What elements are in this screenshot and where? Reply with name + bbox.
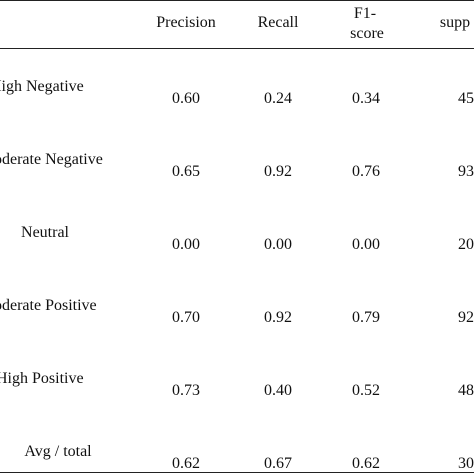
header-rule [0, 48, 474, 49]
row-label: High Positive [0, 370, 84, 387]
cell-support: 48 [458, 382, 474, 399]
cell-f1: 0.62 [352, 455, 380, 472]
header-f1-line2: score [350, 25, 384, 42]
row-label: High Negative [0, 78, 84, 95]
cell-recall: 0.00 [264, 236, 292, 253]
cell-precision: 0.73 [172, 382, 200, 399]
cell-recall: 0.24 [264, 90, 292, 107]
cell-support: 30 [458, 455, 474, 472]
header-recall: Recall [257, 14, 299, 31]
cell-precision: 0.60 [172, 90, 200, 107]
cell-recall: 0.40 [264, 382, 292, 399]
cell-support: 45 [458, 90, 474, 107]
cell-f1: 0.00 [352, 236, 380, 253]
row-label: oderate Positive [0, 297, 97, 314]
table-bottom-rule [0, 472, 474, 473]
cell-f1: 0.79 [352, 309, 380, 326]
cell-f1: 0.34 [352, 90, 380, 107]
header-support: supp [439, 14, 471, 31]
row-label: oderate Negative [0, 151, 103, 168]
cell-precision: 0.70 [172, 309, 200, 326]
cell-recall: 0.92 [264, 309, 292, 326]
cell-f1: 0.52 [352, 382, 380, 399]
cell-precision: 0.65 [172, 163, 200, 180]
header-precision: Precision [156, 14, 216, 31]
cell-recall: 0.67 [264, 455, 292, 472]
cell-f1: 0.76 [352, 163, 380, 180]
header-f1-line1: F1- [353, 5, 377, 22]
cell-support: 92 [458, 309, 474, 326]
row-label: Avg / total [24, 443, 92, 460]
cell-recall: 0.92 [264, 163, 292, 180]
cell-support: 93 [458, 163, 474, 180]
cell-support: 20 [458, 236, 474, 253]
cell-precision: 0.62 [172, 455, 200, 472]
row-label: Neutral [21, 224, 69, 241]
cell-precision: 0.00 [172, 236, 200, 253]
table-top-rule [0, 0, 474, 1]
